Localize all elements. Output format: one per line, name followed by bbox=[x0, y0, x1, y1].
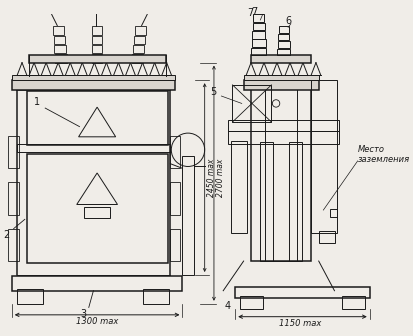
Bar bbox=[91, 45, 102, 53]
Bar bbox=[277, 41, 289, 48]
Bar bbox=[260, 142, 273, 261]
Bar bbox=[135, 27, 146, 35]
Bar bbox=[318, 232, 335, 243]
Text: 4: 4 bbox=[224, 301, 230, 311]
Bar bbox=[252, 39, 265, 47]
Bar bbox=[288, 142, 301, 261]
Bar bbox=[243, 80, 318, 89]
Bar bbox=[170, 228, 179, 261]
Text: 3: 3 bbox=[81, 309, 87, 319]
Bar bbox=[12, 80, 175, 89]
Bar bbox=[243, 75, 318, 80]
Bar bbox=[341, 296, 364, 309]
Bar bbox=[17, 289, 43, 304]
Text: 7: 7 bbox=[247, 8, 253, 18]
Bar bbox=[28, 55, 165, 62]
Bar bbox=[239, 296, 262, 309]
Bar bbox=[84, 207, 110, 218]
Text: 1300 max: 1300 max bbox=[76, 317, 118, 326]
Bar bbox=[250, 48, 265, 55]
Text: 2: 2 bbox=[4, 230, 10, 241]
Bar bbox=[8, 182, 19, 215]
Bar bbox=[277, 34, 288, 40]
Bar bbox=[329, 209, 337, 217]
Text: 2700 max: 2700 max bbox=[215, 159, 224, 197]
Bar bbox=[276, 49, 289, 55]
Text: 6: 6 bbox=[285, 16, 291, 26]
Bar bbox=[182, 156, 193, 275]
Bar bbox=[227, 131, 338, 144]
Bar bbox=[91, 27, 102, 35]
Bar bbox=[143, 289, 169, 304]
Bar bbox=[252, 23, 264, 30]
Bar bbox=[8, 228, 19, 261]
Bar bbox=[55, 54, 66, 62]
Text: 1150 max: 1150 max bbox=[278, 319, 320, 328]
Bar bbox=[53, 36, 64, 44]
Bar bbox=[12, 75, 175, 80]
Bar bbox=[132, 54, 143, 62]
Bar bbox=[26, 91, 167, 145]
Bar bbox=[235, 287, 369, 298]
Bar bbox=[91, 36, 102, 44]
Bar bbox=[252, 14, 263, 22]
Bar bbox=[170, 182, 179, 215]
Text: 1: 1 bbox=[34, 97, 40, 107]
Bar bbox=[278, 27, 288, 33]
Bar bbox=[250, 80, 311, 261]
Text: 7: 7 bbox=[250, 7, 256, 17]
Bar bbox=[133, 45, 144, 53]
Bar bbox=[170, 136, 179, 168]
Text: 5: 5 bbox=[210, 87, 216, 97]
Text: Место
заземления: Место заземления bbox=[357, 145, 409, 164]
Text: 2450 max: 2450 max bbox=[206, 159, 215, 197]
Bar bbox=[26, 154, 167, 263]
Bar bbox=[12, 276, 182, 291]
Bar bbox=[311, 80, 337, 233]
Bar bbox=[252, 31, 264, 39]
Bar bbox=[250, 55, 311, 62]
Bar bbox=[55, 45, 65, 53]
Bar bbox=[264, 80, 297, 261]
Bar bbox=[232, 85, 271, 122]
Bar bbox=[227, 120, 338, 131]
Bar bbox=[134, 36, 145, 44]
Bar bbox=[230, 140, 247, 233]
Bar bbox=[17, 144, 170, 152]
Bar bbox=[91, 54, 102, 62]
Bar bbox=[8, 136, 19, 168]
Bar bbox=[52, 27, 64, 35]
